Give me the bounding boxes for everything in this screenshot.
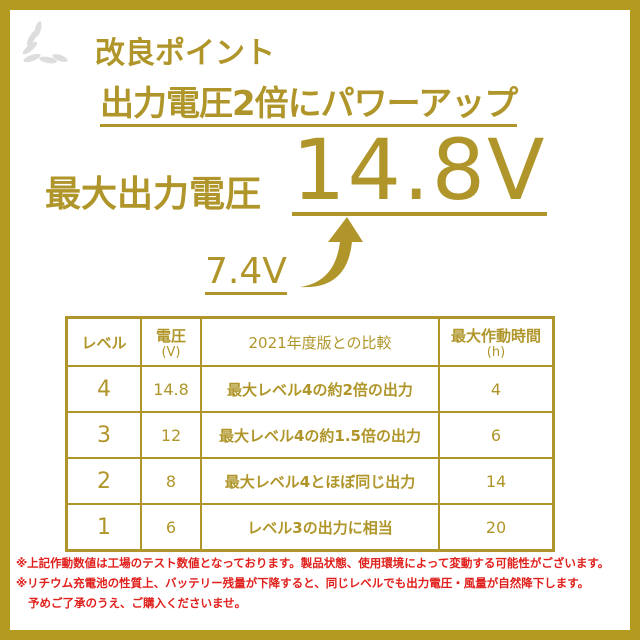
note-line: 予めご了承のうえ、ご購入くださいませ。 — [28, 596, 247, 610]
laurel-icon — [22, 21, 68, 64]
cell-level: 2 — [65, 457, 142, 505]
header-unit: (V) — [161, 345, 181, 360]
header-label: 2021年度版との比較 — [248, 333, 392, 352]
cell-comparison: レベル3の出力に相当 — [200, 503, 440, 552]
table-row: 4 14.8 最大レベル4の約2倍の出力 4 — [65, 365, 555, 413]
header-label: レベル — [81, 333, 127, 352]
note-line: ※リチウム充電池の性質上、バッテリー残量が下降すると、同じレベルでも出力電圧・風… — [16, 576, 590, 590]
cell-voltage: 6 — [140, 503, 202, 552]
cell-runtime: 4 — [438, 365, 555, 413]
header-level: レベル — [65, 316, 142, 367]
cell-comparison: 最大レベル4とほぼ同じ出力 — [200, 457, 440, 505]
max-voltage-label: 最大出力電圧 — [45, 174, 262, 215]
old-voltage-value: 7.4V — [205, 252, 287, 295]
curved-arrow-up-icon — [300, 217, 363, 288]
improvement-badge: 改良ポイント — [95, 36, 275, 71]
cell-runtime: 14 — [438, 457, 555, 505]
cell-voltage: 14.8 — [140, 365, 202, 413]
cell-voltage: 8 — [140, 457, 202, 505]
cell-comparison: 最大レベル4の約2倍の出力 — [200, 365, 440, 413]
note-line: ※上記作動数値は工場のテスト数値となっております。製品状態、使用環境によって変動… — [16, 556, 610, 570]
cell-level: 3 — [65, 411, 142, 459]
header-voltage: 電圧 (V) — [140, 316, 202, 367]
cell-level: 1 — [65, 503, 142, 552]
disclaimer-notes: ※上記作動数値は工場のテスト数値となっております。製品状態、使用環境によって変動… — [16, 553, 609, 613]
header-unit: (h) — [486, 345, 506, 360]
level-comparison-table: レベル 電圧 (V) 2021年度版との比較 最大作動時間 (h) 4 14.8 最… — [65, 316, 555, 552]
cell-comparison: 最大レベル4の約1.5倍の出力 — [200, 411, 440, 459]
table-row: 3 12 最大レベル4の約1.5倍の出力 6 — [65, 411, 555, 459]
headline: 出力電圧2倍にパワーアップ — [100, 84, 518, 127]
cell-level: 4 — [65, 365, 142, 413]
table-row: 1 6 レベル3の出力に相当 20 — [65, 503, 555, 552]
header-label: 電圧 — [155, 327, 186, 345]
header-label: 最大作動時間 — [450, 327, 541, 345]
cell-runtime: 20 — [438, 503, 555, 552]
table-header-row: レベル 電圧 (V) 2021年度版との比較 最大作動時間 (h) — [65, 316, 555, 367]
cell-runtime: 6 — [438, 411, 555, 459]
table-row: 2 8 最大レベル4とほぼ同じ出力 14 — [65, 457, 555, 505]
header-comparison: 2021年度版との比較 — [200, 316, 440, 367]
cell-voltage: 12 — [140, 411, 202, 459]
header-runtime: 最大作動時間 (h) — [438, 316, 555, 367]
new-voltage-value: 14.8V — [292, 121, 547, 219]
